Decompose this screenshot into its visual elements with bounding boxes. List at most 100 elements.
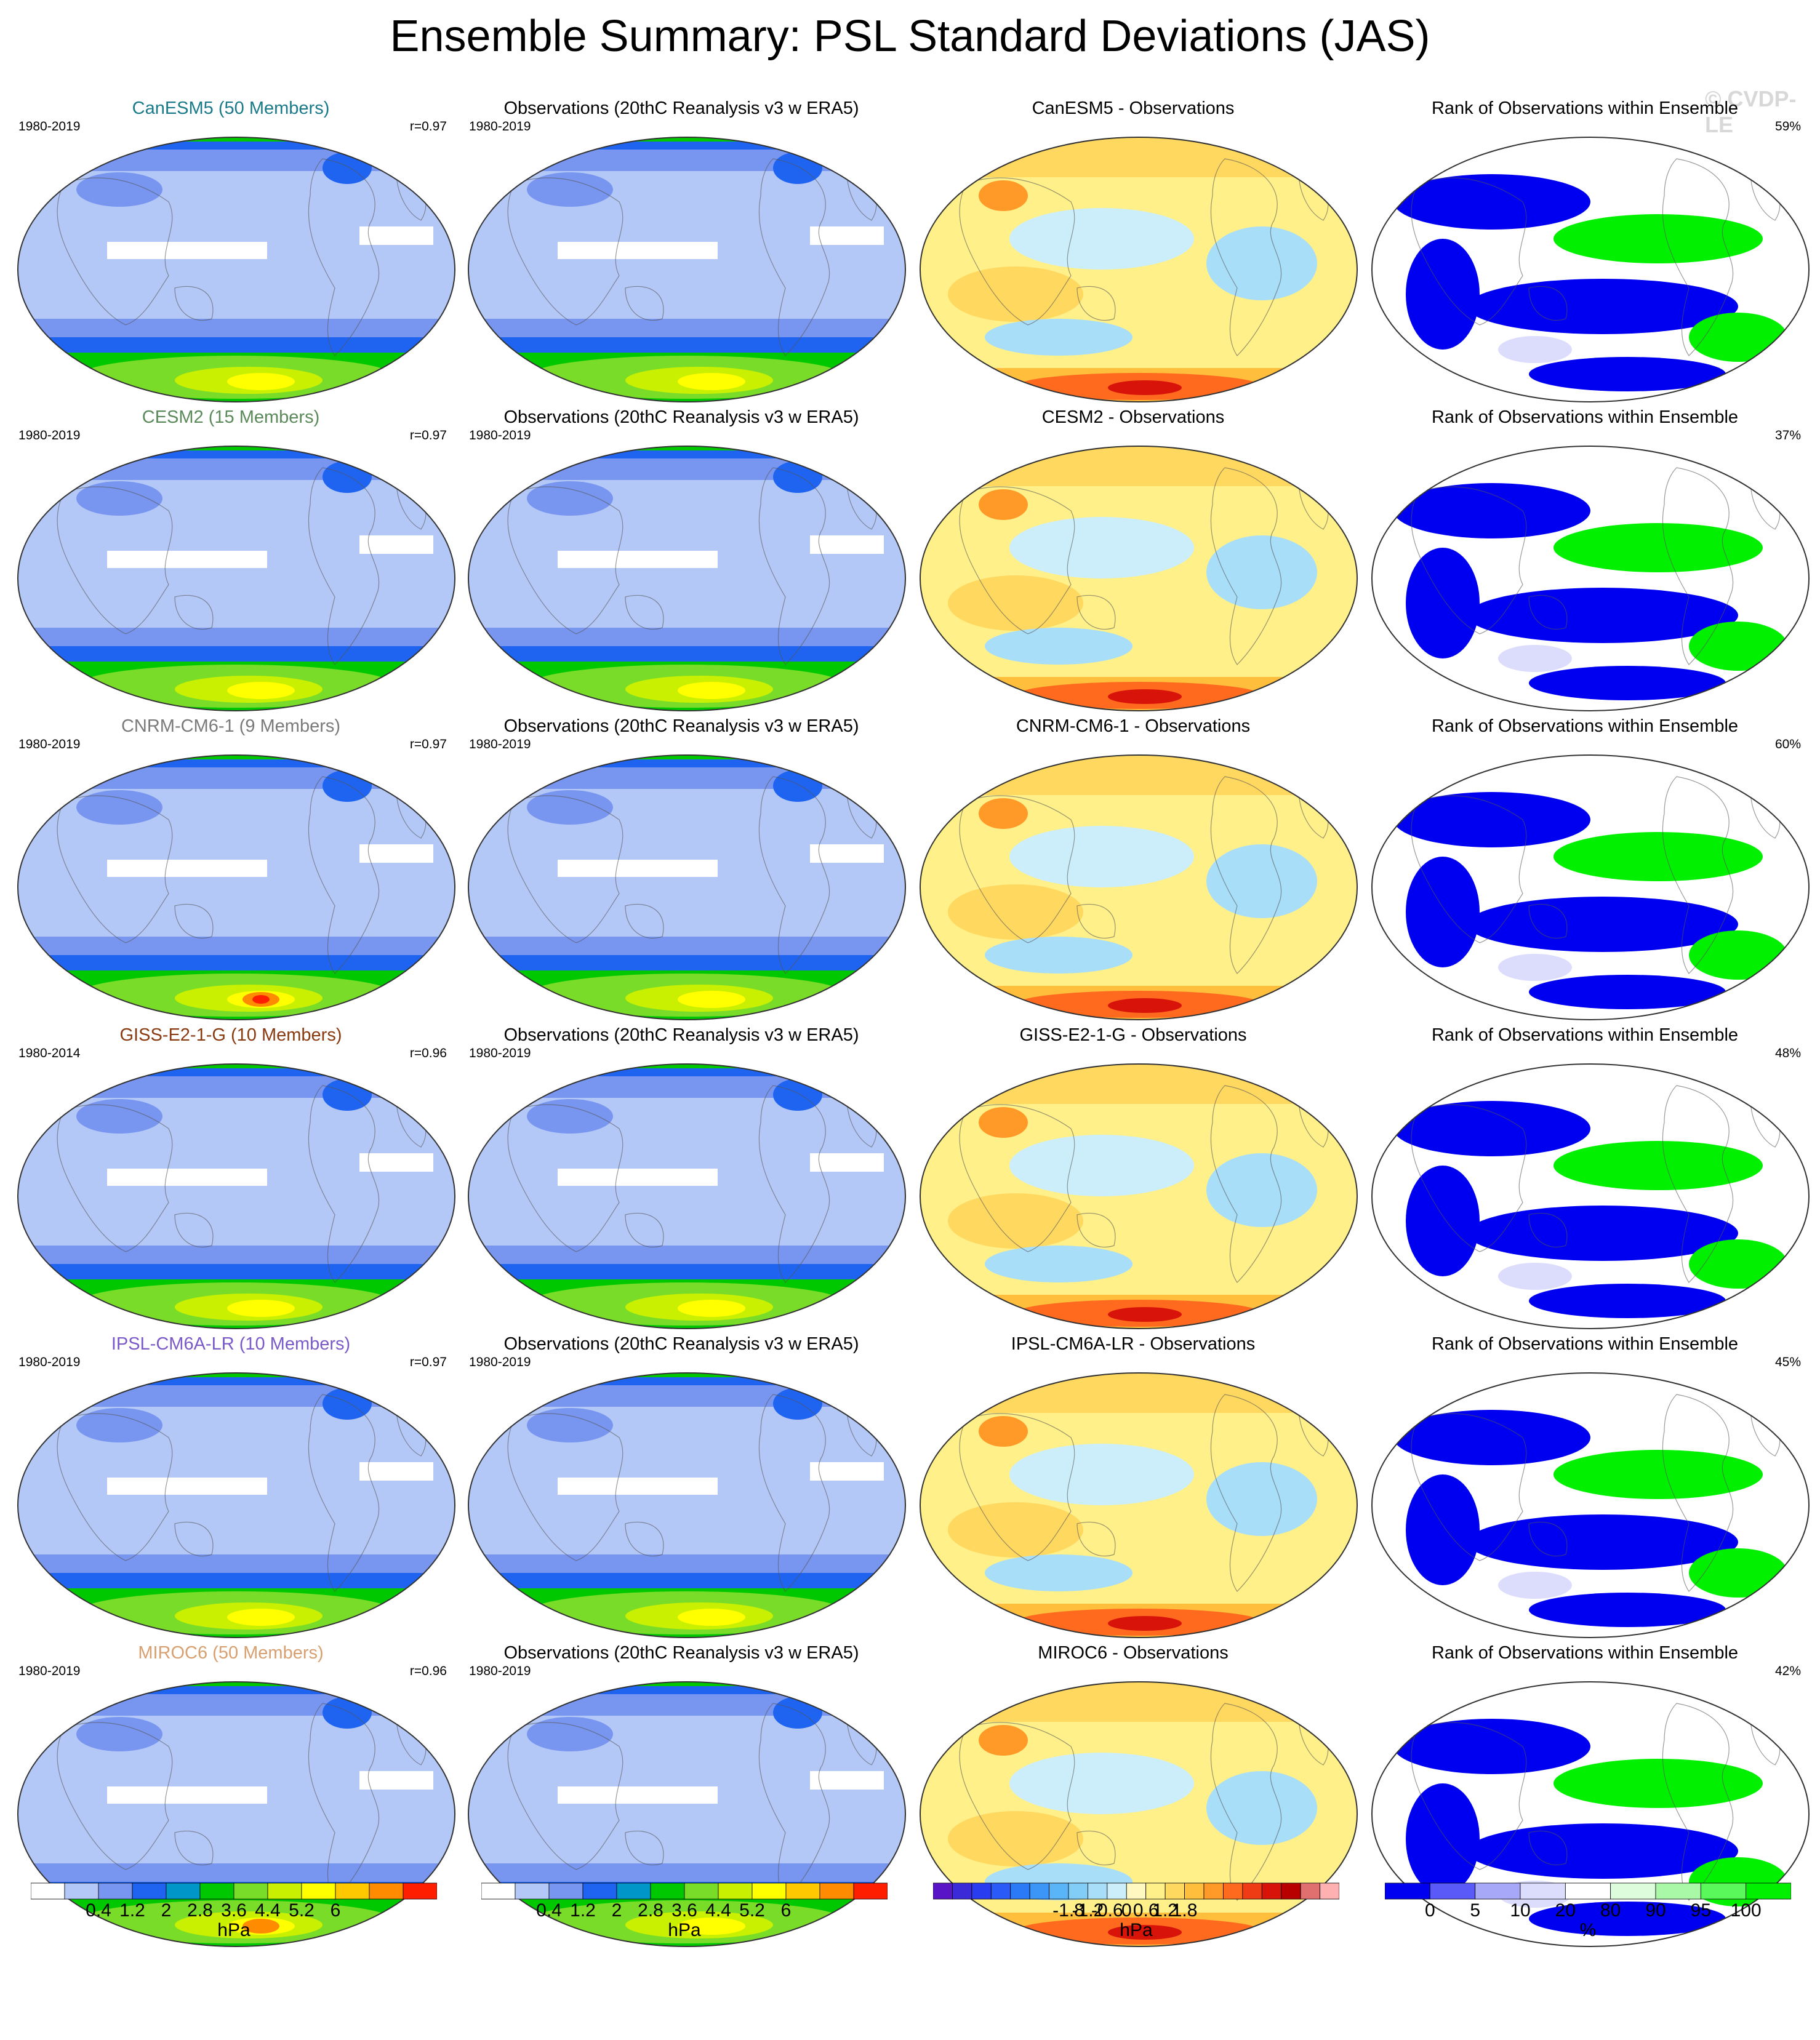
- colorbar-tick-label: 95: [1690, 1900, 1712, 1921]
- colorbar-swatch: [166, 1882, 201, 1900]
- obs-map: [468, 137, 906, 402]
- model-panel: GISS-E2-1-G (10 Members) 1980-2014 r=0.96: [6, 1025, 455, 1333]
- model-years: 1980-2019: [18, 1664, 81, 1678]
- colorbar-swatch: [932, 1882, 953, 1900]
- colorbar-swatch: [1384, 1882, 1430, 1900]
- model-title: CanESM5 (50 Members): [132, 98, 330, 118]
- rank-percent: 37%: [1774, 428, 1801, 442]
- colorbar-swatches: [30, 1882, 438, 1900]
- colorbar-swatch: [481, 1882, 516, 1900]
- model-map: [17, 754, 455, 1020]
- diff-map: [920, 1372, 1358, 1638]
- colorbar-tick-label: 0.4: [86, 1900, 111, 1921]
- colorbar-swatch: [1242, 1882, 1262, 1900]
- rank-percent: 48%: [1774, 1046, 1801, 1060]
- obs-title: Observations (20thC Reanalysis v3 w ERA5…: [503, 98, 859, 118]
- model-years: 1980-2019: [18, 428, 81, 442]
- rank-panel: Rank of Observations within Ensemble 60%: [1360, 716, 1810, 1024]
- colorbar-swatch: [1029, 1882, 1049, 1900]
- colorbar-swatch: [199, 1882, 235, 1900]
- pattern-correlation: r=0.96: [409, 1664, 447, 1678]
- model-title: IPSL-CM6A-LR (10 Members): [111, 1334, 351, 1354]
- colorbar-tick-label: 4.4: [255, 1900, 281, 1921]
- rank-map: [1371, 1681, 1810, 1947]
- obs-panel: Observations (20thC Reanalysis v3 w ERA5…: [457, 1025, 906, 1333]
- colorbar-swatch: [233, 1882, 268, 1900]
- diff-panel: CESM2 - Observations: [908, 407, 1358, 715]
- model-map: [17, 1681, 455, 1947]
- colorbar-swatch: [752, 1882, 787, 1900]
- obs-years: 1980-2019: [469, 737, 531, 751]
- colorbar-swatch: [1520, 1882, 1566, 1900]
- colorbar-swatch: [990, 1882, 1011, 1900]
- diff-panel: CanESM5 - Observations: [908, 98, 1358, 406]
- obs-title: Observations (20thC Reanalysis v3 w ERA5…: [503, 407, 859, 427]
- diff-panel: CNRM-CM6-1 - Observations: [908, 716, 1358, 1024]
- rank-percent: 42%: [1774, 1664, 1801, 1678]
- obs-map: [468, 1372, 906, 1638]
- colorbar-swatch: [335, 1882, 370, 1900]
- colorbar-swatch: [1010, 1882, 1030, 1900]
- colorbar-tick-label: 20: [1555, 1900, 1576, 1921]
- diff-map: [920, 137, 1358, 402]
- rank-map: [1371, 137, 1810, 402]
- pattern-correlation: r=0.96: [409, 1046, 447, 1060]
- rank-map: [1371, 1063, 1810, 1329]
- colorbar-swatch: [1475, 1882, 1521, 1900]
- colorbar-swatch: [952, 1882, 972, 1900]
- pattern-correlation: r=0.97: [409, 737, 447, 751]
- colorbar-rank: % 0 5 10 20 80 90 95 100: [1384, 1882, 1792, 1962]
- diff-title: GISS-E2-1-G - Observations: [1019, 1025, 1247, 1045]
- colorbar-swatches: [1384, 1882, 1792, 1900]
- colorbar-tick-label: 2: [161, 1900, 172, 1921]
- colorbar-swatch: [650, 1882, 685, 1900]
- model-years: 1980-2014: [18, 1046, 81, 1060]
- colorbar-swatch: [582, 1882, 617, 1900]
- model-panel: CanESM5 (50 Members) 1980-2019 r=0.97: [6, 98, 455, 406]
- obs-map: [468, 754, 906, 1020]
- diff-map: [920, 1681, 1358, 1947]
- colorbar-swatch: [1145, 1882, 1166, 1900]
- colorbar-tick-label: 10: [1510, 1900, 1531, 1921]
- colorbar-swatch: [64, 1882, 99, 1900]
- pattern-correlation: r=0.97: [409, 119, 447, 134]
- colorbar-swatch: [1300, 1882, 1320, 1900]
- colorbar-unit: hPa: [1120, 1920, 1153, 1940]
- obs-panel: Observations (20thC Reanalysis v3 w ERA5…: [457, 98, 906, 406]
- colorbar-swatches: [932, 1882, 1340, 1900]
- rank-panel: Rank of Observations within Ensemble 59%: [1360, 98, 1810, 406]
- colorbar-swatch: [1429, 1882, 1476, 1900]
- colorbar-swatch: [1203, 1882, 1224, 1900]
- diff-title: CanESM5 - Observations: [1032, 98, 1235, 118]
- colorbar-tick-label: 1.8: [1171, 1900, 1198, 1921]
- colorbar-tick-label: 4.4: [705, 1900, 731, 1921]
- obs-years: 1980-2019: [469, 1355, 531, 1369]
- colorbar-swatch: [369, 1882, 404, 1900]
- colorbar-swatch: [30, 1882, 65, 1900]
- colorbar-tick-label: 1.2: [570, 1900, 596, 1921]
- model-map: [17, 137, 455, 402]
- colorbar-swatch: [1049, 1882, 1069, 1900]
- colorbar-swatch: [785, 1882, 820, 1900]
- colorbar-tick-label: -0.6: [1091, 1900, 1123, 1921]
- rank-percent: 59%: [1774, 119, 1801, 134]
- model-title: GISS-E2-1-G (10 Members): [119, 1025, 342, 1045]
- colorbar-swatch: [548, 1882, 583, 1900]
- obs-years: 1980-2019: [469, 119, 531, 134]
- colorbar-swatch: [1068, 1882, 1088, 1900]
- diff-panel: GISS-E2-1-G - Observations: [908, 1025, 1358, 1333]
- obs-years: 1980-2019: [469, 1664, 531, 1678]
- model-panel: MIROC6 (50 Members) 1980-2019 r=0.96: [6, 1643, 455, 1951]
- colorbar-unit: hPa: [217, 1920, 251, 1940]
- colorbar-swatch: [971, 1882, 992, 1900]
- model-title: MIROC6 (50 Members): [138, 1643, 324, 1663]
- model-years: 1980-2019: [18, 1355, 81, 1369]
- colorbar-tick-label: 80: [1600, 1900, 1621, 1921]
- colorbar-tick-label: 2.8: [187, 1900, 213, 1921]
- rank-title: Rank of Observations within Ensemble: [1431, 98, 1739, 118]
- colorbar-swatch: [301, 1882, 336, 1900]
- colorbar-swatch: [403, 1882, 438, 1900]
- obs-years: 1980-2019: [469, 428, 531, 442]
- rank-panel: Rank of Observations within Ensemble 48%: [1360, 1025, 1810, 1333]
- colorbar-swatch: [1261, 1882, 1282, 1900]
